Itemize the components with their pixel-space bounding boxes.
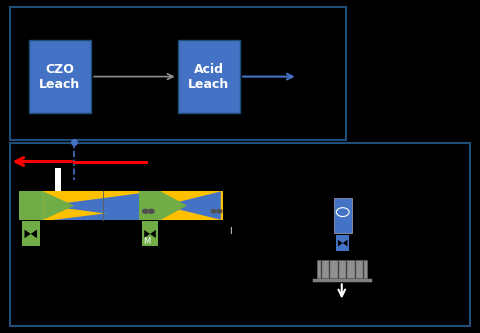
Bar xyxy=(334,198,352,233)
Polygon shape xyxy=(163,191,221,220)
Text: Acid
Leach: Acid Leach xyxy=(188,63,229,91)
Bar xyxy=(10,7,346,140)
Text: CZO
Leach: CZO Leach xyxy=(39,63,81,91)
Bar xyxy=(29,40,91,113)
Polygon shape xyxy=(338,240,343,246)
Circle shape xyxy=(217,210,222,213)
Bar xyxy=(55,168,61,191)
Polygon shape xyxy=(31,230,37,238)
Circle shape xyxy=(148,209,154,213)
Bar xyxy=(317,260,367,278)
Polygon shape xyxy=(53,207,156,220)
Bar xyxy=(19,191,156,220)
Bar xyxy=(142,221,158,246)
Polygon shape xyxy=(144,230,150,238)
Circle shape xyxy=(143,209,148,213)
Polygon shape xyxy=(343,240,348,246)
Bar xyxy=(178,40,240,113)
Polygon shape xyxy=(150,230,156,238)
Text: M: M xyxy=(143,237,150,246)
Bar xyxy=(22,221,40,246)
Bar xyxy=(139,191,223,220)
Circle shape xyxy=(211,210,216,213)
Polygon shape xyxy=(43,191,74,220)
Bar xyxy=(10,143,470,326)
Polygon shape xyxy=(161,191,187,220)
Text: I: I xyxy=(229,227,232,236)
Bar xyxy=(139,191,161,220)
Bar xyxy=(336,235,349,251)
Polygon shape xyxy=(46,191,154,220)
Polygon shape xyxy=(24,230,31,238)
Bar xyxy=(19,191,43,220)
